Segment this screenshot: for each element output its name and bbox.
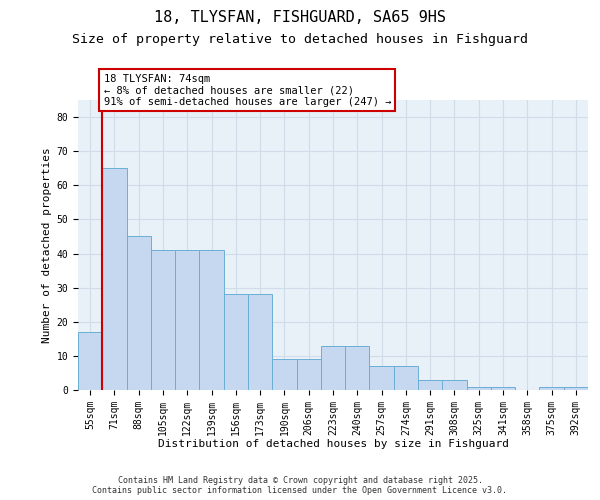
Text: 18 TLYSFAN: 74sqm
← 8% of detached houses are smaller (22)
91% of semi-detached : 18 TLYSFAN: 74sqm ← 8% of detached house… <box>104 74 391 107</box>
Bar <box>394 366 418 390</box>
Text: Size of property relative to detached houses in Fishguard: Size of property relative to detached ho… <box>72 32 528 46</box>
Bar <box>102 168 127 390</box>
Bar <box>151 250 175 390</box>
Bar <box>248 294 272 390</box>
Text: Contains HM Land Registry data © Crown copyright and database right 2025.
Contai: Contains HM Land Registry data © Crown c… <box>92 476 508 495</box>
Bar <box>442 380 467 390</box>
Bar <box>78 332 102 390</box>
Bar <box>175 250 199 390</box>
Text: 18, TLYSFAN, FISHGUARD, SA65 9HS: 18, TLYSFAN, FISHGUARD, SA65 9HS <box>154 10 446 25</box>
Bar <box>199 250 224 390</box>
Bar <box>564 386 588 390</box>
Bar <box>321 346 345 390</box>
Bar <box>539 386 564 390</box>
Bar <box>272 360 296 390</box>
X-axis label: Distribution of detached houses by size in Fishguard: Distribution of detached houses by size … <box>157 439 509 449</box>
Bar <box>296 360 321 390</box>
Bar <box>224 294 248 390</box>
Bar <box>370 366 394 390</box>
Y-axis label: Number of detached properties: Number of detached properties <box>43 147 52 343</box>
Bar <box>418 380 442 390</box>
Bar <box>127 236 151 390</box>
Bar <box>467 386 491 390</box>
Bar <box>491 386 515 390</box>
Bar <box>345 346 370 390</box>
